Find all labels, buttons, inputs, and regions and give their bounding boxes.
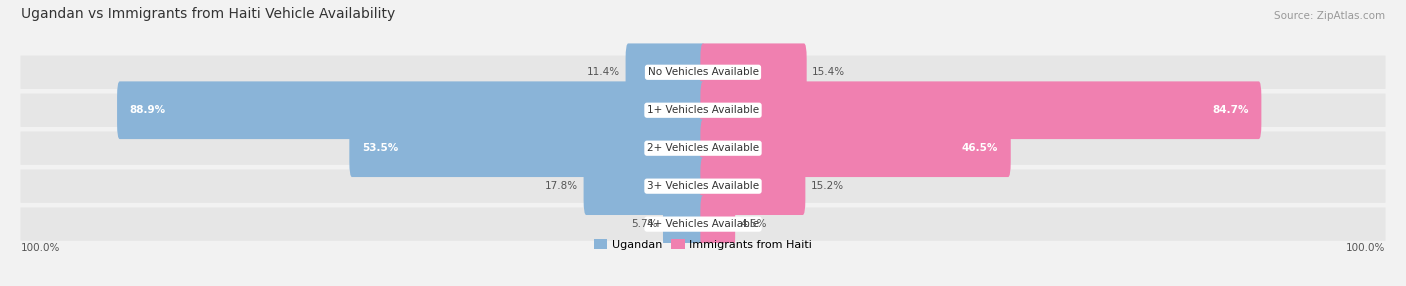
FancyBboxPatch shape xyxy=(21,55,1385,89)
FancyBboxPatch shape xyxy=(583,157,706,215)
Text: 53.5%: 53.5% xyxy=(361,143,398,153)
Text: No Vehicles Available: No Vehicles Available xyxy=(648,67,758,77)
FancyBboxPatch shape xyxy=(700,82,1261,139)
Text: 2+ Vehicles Available: 2+ Vehicles Available xyxy=(647,143,759,153)
Text: 3+ Vehicles Available: 3+ Vehicles Available xyxy=(647,181,759,191)
FancyBboxPatch shape xyxy=(117,82,706,139)
Text: 88.9%: 88.9% xyxy=(129,105,166,115)
Text: 84.7%: 84.7% xyxy=(1212,105,1249,115)
Text: 46.5%: 46.5% xyxy=(962,143,998,153)
Text: 100.0%: 100.0% xyxy=(21,243,60,253)
FancyBboxPatch shape xyxy=(700,157,806,215)
Text: 4+ Vehicles Available: 4+ Vehicles Available xyxy=(647,219,759,229)
FancyBboxPatch shape xyxy=(349,119,706,177)
Text: 5.7%: 5.7% xyxy=(631,219,658,229)
Text: 100.0%: 100.0% xyxy=(1346,243,1385,253)
FancyBboxPatch shape xyxy=(21,170,1385,203)
Text: 17.8%: 17.8% xyxy=(546,181,578,191)
FancyBboxPatch shape xyxy=(664,195,706,253)
Text: 11.4%: 11.4% xyxy=(588,67,620,77)
Text: 4.5%: 4.5% xyxy=(741,219,766,229)
Text: Source: ZipAtlas.com: Source: ZipAtlas.com xyxy=(1274,11,1385,21)
FancyBboxPatch shape xyxy=(21,132,1385,165)
FancyBboxPatch shape xyxy=(21,94,1385,127)
Text: Ugandan vs Immigrants from Haiti Vehicle Availability: Ugandan vs Immigrants from Haiti Vehicle… xyxy=(21,7,395,21)
Text: 1+ Vehicles Available: 1+ Vehicles Available xyxy=(647,105,759,115)
Legend: Ugandan, Immigrants from Haiti: Ugandan, Immigrants from Haiti xyxy=(589,235,817,254)
FancyBboxPatch shape xyxy=(700,43,807,101)
FancyBboxPatch shape xyxy=(700,119,1011,177)
FancyBboxPatch shape xyxy=(700,195,735,253)
Text: 15.2%: 15.2% xyxy=(811,181,844,191)
Text: 15.4%: 15.4% xyxy=(811,67,845,77)
FancyBboxPatch shape xyxy=(21,207,1385,241)
FancyBboxPatch shape xyxy=(626,43,706,101)
